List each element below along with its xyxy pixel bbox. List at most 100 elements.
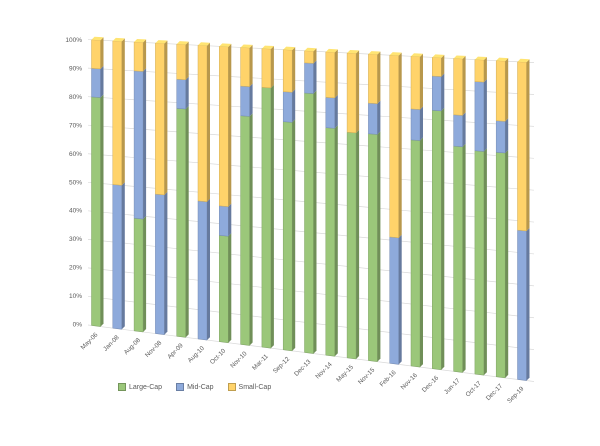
x-tick-label: May-15 [335, 364, 355, 384]
x-tick-label: Nov-10 [229, 350, 249, 370]
legend-swatch [227, 383, 236, 391]
chart-legend: Large-Cap Mid-Cap Small-Cap [118, 383, 271, 391]
bar-segment-small-cap [282, 46, 296, 93]
x-tick-label: Apr-09 [166, 342, 185, 361]
bar-segment-small-cap [197, 42, 210, 203]
bar-segment-mid-cap [176, 76, 189, 110]
y-tick-label: 20% [69, 265, 82, 272]
bar-segment-small-cap [133, 38, 147, 72]
legend-swatch [176, 383, 185, 391]
y-tick-label: 40% [69, 208, 82, 215]
bar-segment-mid-cap [453, 112, 466, 147]
bar-segment-small-cap [304, 47, 317, 64]
bar-segment-small-cap [346, 49, 360, 134]
x-tick-label: Dec-17 [485, 382, 505, 402]
legend-item: Mid-Cap [176, 383, 214, 391]
x-tick-label: Sep-19 [506, 385, 526, 405]
bar-segment-large-cap [453, 143, 466, 373]
bar-segment-mid-cap [410, 106, 423, 141]
bar-segment-small-cap [112, 37, 125, 186]
bar-segment-large-cap [474, 148, 487, 376]
bar-segment-small-cap [432, 54, 445, 77]
bar-segment-mid-cap [325, 94, 338, 129]
x-tick-label: Nov-14 [314, 361, 334, 381]
bar-segment-mid-cap [91, 65, 104, 98]
x-tick-label: May-06 [80, 331, 100, 351]
y-axis-tick-labels: 0% 10% 20% 30% 40% 50% 60% 70% 80% 90% 100% [65, 37, 82, 329]
x-tick-label: Oct-10 [209, 347, 228, 366]
bar-segment-large-cap [432, 107, 445, 371]
x-tick-label: Oct-17 [464, 380, 483, 399]
legend-label: Large-Cap [129, 383, 163, 391]
bar-segment-small-cap [453, 55, 466, 116]
bar-segment-mid-cap [432, 73, 445, 112]
bar-segment-small-cap [155, 40, 168, 196]
x-tick-label: Aug-10 [187, 345, 207, 365]
legend-item: Small-Cap [227, 383, 272, 391]
bar-segment-mid-cap [155, 191, 168, 335]
bar-segment-small-cap [261, 45, 274, 89]
bar-segment-large-cap [240, 113, 253, 346]
legend-label: Small-Cap [238, 383, 272, 391]
bar-segment-mid-cap [197, 198, 210, 341]
bar-segment-small-cap [91, 36, 104, 70]
bar-segment-small-cap [517, 58, 530, 232]
bar-segment-mid-cap [282, 89, 296, 123]
bar-segment-large-cap [495, 149, 509, 379]
x-tick-label: Feb-16 [379, 369, 398, 388]
x-tick-label: Nov-16 [400, 372, 420, 392]
bar-segment-mid-cap [389, 234, 402, 365]
bar-segment-small-cap [389, 52, 402, 239]
bar-segment-small-cap [474, 56, 487, 83]
bar-segment-small-cap [325, 48, 338, 99]
bar-segment-small-cap [495, 57, 509, 122]
y-tick-label: 100% [65, 37, 82, 44]
legend-item: Large-Cap [118, 383, 162, 391]
bar-segment-large-cap [368, 131, 381, 362]
y-tick-label: 70% [69, 122, 82, 129]
y-tick-label: 80% [69, 94, 82, 101]
x-tick-label: Aug-08 [123, 337, 143, 357]
bar-segment-mid-cap [219, 203, 232, 237]
bar-segment-large-cap [346, 129, 360, 360]
bar-segment-large-cap [410, 137, 423, 368]
x-tick-label: Mar-11 [251, 353, 270, 372]
y-tick-label: 60% [69, 151, 82, 158]
bar-segment-mid-cap [133, 68, 147, 220]
bar-segment-mid-cap [240, 83, 253, 117]
bar-segment-large-cap [91, 94, 104, 327]
bar-segment-large-cap [261, 84, 274, 349]
x-tick-label: Nov-08 [144, 339, 164, 359]
bar-segment-mid-cap [112, 182, 125, 330]
bar-segment-small-cap [410, 53, 423, 110]
y-tick-label: 0% [73, 322, 83, 329]
x-tick-label: Jan-08 [102, 334, 121, 353]
bar-segment-large-cap [133, 216, 147, 333]
x-tick-label: Sep-12 [272, 355, 292, 375]
bars [91, 36, 530, 381]
bar-segment-large-cap [219, 233, 232, 344]
bar-segment-mid-cap [474, 79, 487, 152]
bar-segment-large-cap [282, 119, 296, 352]
bar-segment-large-cap [304, 90, 317, 354]
bar-segment-small-cap [176, 41, 189, 81]
bar-segment-small-cap [219, 43, 232, 207]
bar-segment-mid-cap [517, 227, 530, 381]
legend-swatch [118, 383, 126, 391]
bar-segment-small-cap [240, 44, 253, 87]
legend-label: Mid-Cap [187, 383, 214, 391]
bar-segment-large-cap [176, 106, 189, 338]
y-tick-label: 90% [69, 65, 82, 72]
bar-segment-mid-cap [495, 118, 509, 154]
y-tick-label: 10% [69, 293, 82, 300]
bar-segment-mid-cap [368, 100, 381, 135]
y-tick-label: 30% [69, 236, 82, 243]
x-tick-label: Nov-15 [357, 366, 377, 386]
x-tick-label: Dec-16 [421, 374, 441, 394]
y-tick-label: 50% [69, 179, 82, 186]
x-tick-label: Dec-13 [293, 358, 313, 378]
x-tick-label: Jun-17 [443, 377, 462, 396]
bar-segment-mid-cap [304, 60, 317, 94]
bar-segment-large-cap [325, 125, 338, 357]
